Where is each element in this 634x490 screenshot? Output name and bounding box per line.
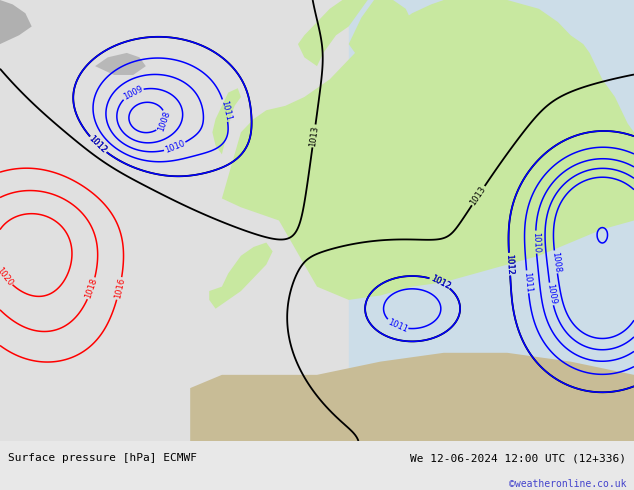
Text: Surface pressure [hPa] ECMWF: Surface pressure [hPa] ECMWF [8, 453, 197, 463]
Text: 1018: 1018 [84, 277, 100, 300]
Polygon shape [298, 0, 368, 66]
Text: 1016: 1016 [113, 277, 126, 300]
Text: 1011: 1011 [386, 317, 409, 334]
Polygon shape [349, 0, 412, 57]
Text: 1013: 1013 [469, 184, 488, 207]
Text: 1011: 1011 [219, 99, 232, 122]
Text: 1009: 1009 [121, 84, 144, 102]
Text: 1013: 1013 [308, 125, 320, 147]
Text: 1012: 1012 [429, 273, 451, 291]
Text: We 12-06-2024 12:00 UTC (12+336): We 12-06-2024 12:00 UTC (12+336) [410, 453, 626, 463]
Text: 1012: 1012 [87, 134, 108, 155]
Polygon shape [212, 88, 241, 154]
Text: 1012: 1012 [505, 253, 515, 275]
Polygon shape [222, 0, 634, 300]
Text: 1011: 1011 [522, 271, 533, 293]
Polygon shape [95, 53, 146, 75]
Polygon shape [0, 0, 32, 44]
Text: 1020: 1020 [0, 265, 15, 287]
Text: 1012: 1012 [505, 253, 515, 275]
Text: 1012: 1012 [429, 273, 451, 291]
Text: 1010: 1010 [531, 231, 541, 253]
Text: 1012: 1012 [87, 134, 108, 155]
Text: 1008: 1008 [550, 251, 562, 273]
Polygon shape [209, 243, 273, 309]
Text: ©weatheronline.co.uk: ©weatheronline.co.uk [509, 479, 626, 489]
Polygon shape [190, 353, 634, 441]
Text: 1008: 1008 [156, 110, 172, 133]
Text: 1009: 1009 [545, 283, 557, 305]
Text: 1010: 1010 [164, 139, 186, 155]
